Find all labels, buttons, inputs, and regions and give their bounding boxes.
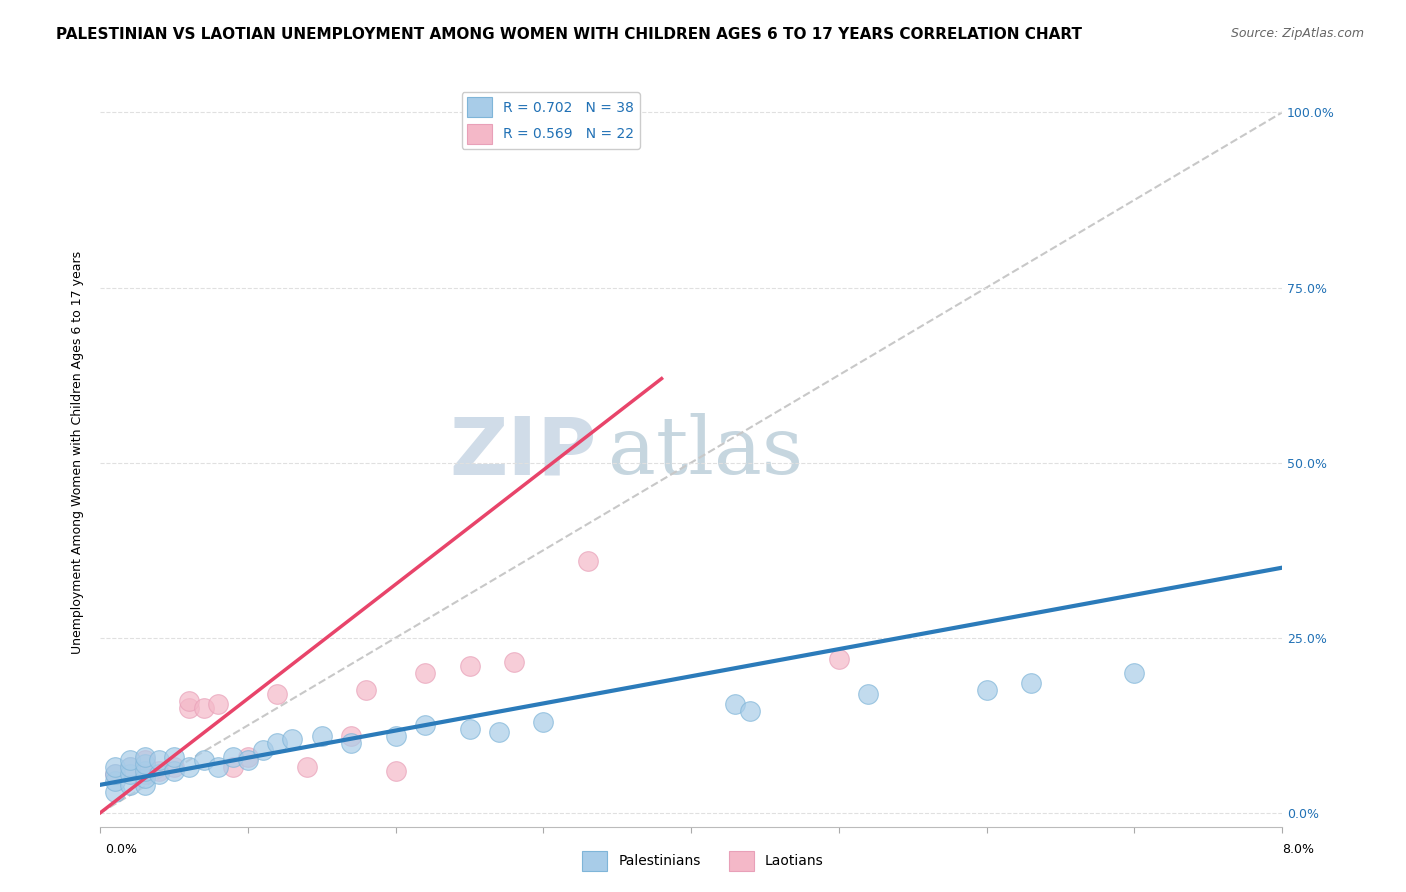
Point bbox=[295, 760, 318, 774]
Point bbox=[281, 732, 304, 747]
Point bbox=[134, 756, 156, 771]
Point bbox=[193, 753, 215, 767]
Text: 8.0%: 8.0% bbox=[1282, 843, 1315, 856]
Point bbox=[458, 722, 481, 736]
Point bbox=[104, 774, 127, 789]
Point bbox=[340, 736, 363, 750]
Point bbox=[413, 718, 436, 732]
Point bbox=[207, 698, 229, 712]
Point bbox=[207, 760, 229, 774]
Point bbox=[134, 749, 156, 764]
Text: Source: ZipAtlas.com: Source: ZipAtlas.com bbox=[1230, 27, 1364, 40]
Point bbox=[148, 767, 170, 781]
Point bbox=[413, 665, 436, 680]
Point bbox=[976, 683, 998, 698]
Point bbox=[118, 767, 141, 781]
Point bbox=[222, 749, 245, 764]
Y-axis label: Unemployment Among Women with Children Ages 6 to 17 years: Unemployment Among Women with Children A… bbox=[72, 251, 84, 654]
Point bbox=[134, 778, 156, 792]
Point bbox=[236, 753, 259, 767]
Point bbox=[340, 729, 363, 743]
Point bbox=[252, 743, 274, 757]
Point bbox=[222, 760, 245, 774]
Point bbox=[104, 760, 127, 774]
Point bbox=[118, 778, 141, 792]
Point bbox=[576, 554, 599, 568]
Point bbox=[163, 760, 186, 774]
Point bbox=[177, 694, 200, 708]
Point bbox=[740, 704, 762, 718]
Text: ZIP: ZIP bbox=[450, 413, 596, 491]
Point bbox=[311, 729, 333, 743]
Point bbox=[148, 753, 170, 767]
Point bbox=[118, 760, 141, 774]
Point bbox=[118, 753, 141, 767]
Point bbox=[724, 698, 747, 712]
Point bbox=[104, 785, 127, 799]
Point bbox=[1123, 665, 1146, 680]
Point bbox=[384, 729, 406, 743]
Text: atlas: atlas bbox=[609, 413, 803, 491]
Legend: Palestinians, Laotians: Palestinians, Laotians bbox=[576, 846, 830, 876]
Point bbox=[193, 700, 215, 714]
Point bbox=[266, 687, 288, 701]
Point bbox=[163, 749, 186, 764]
Point bbox=[384, 764, 406, 778]
Point bbox=[134, 753, 156, 767]
Point bbox=[177, 760, 200, 774]
Point bbox=[354, 683, 377, 698]
Point bbox=[104, 767, 127, 781]
Text: 0.0%: 0.0% bbox=[105, 843, 138, 856]
Point bbox=[1019, 676, 1042, 690]
Point bbox=[828, 652, 851, 666]
Point bbox=[104, 767, 127, 781]
Point bbox=[531, 714, 554, 729]
Point bbox=[502, 655, 524, 669]
Point bbox=[858, 687, 880, 701]
Point bbox=[163, 764, 186, 778]
Point bbox=[134, 764, 156, 778]
Point bbox=[177, 700, 200, 714]
Point bbox=[134, 767, 156, 781]
Text: PALESTINIAN VS LAOTIAN UNEMPLOYMENT AMONG WOMEN WITH CHILDREN AGES 6 TO 17 YEARS: PALESTINIAN VS LAOTIAN UNEMPLOYMENT AMON… bbox=[56, 27, 1083, 42]
Point bbox=[118, 760, 141, 774]
Point bbox=[488, 725, 510, 739]
Point bbox=[148, 764, 170, 778]
Legend: R = 0.702   N = 38, R = 0.569   N = 22: R = 0.702 N = 38, R = 0.569 N = 22 bbox=[461, 92, 640, 149]
Point bbox=[134, 771, 156, 785]
Point bbox=[236, 749, 259, 764]
Point bbox=[458, 658, 481, 673]
Point bbox=[266, 736, 288, 750]
